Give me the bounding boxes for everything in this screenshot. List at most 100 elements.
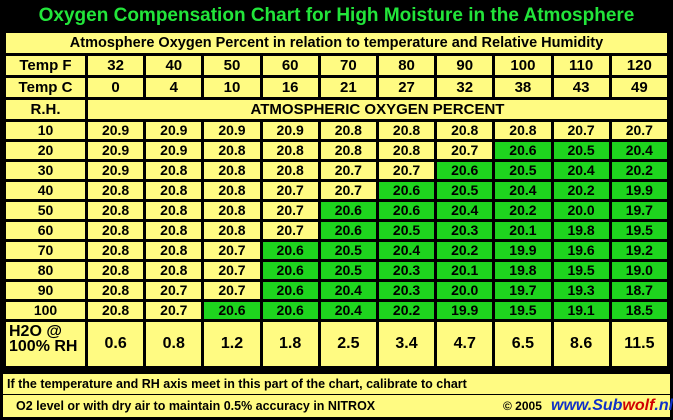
- oxygen-cell: 20.9: [146, 122, 202, 139]
- oxygen-cell: 20.2: [495, 202, 551, 219]
- rh-cell: 50: [6, 202, 85, 219]
- chart-title: Oxygen Compensation Chart for High Moist…: [38, 5, 635, 26]
- oxygen-cell: 20.3: [378, 262, 435, 279]
- temp-c-row: Temp C 0 4 10 16 21 27 32 38 43 49: [6, 78, 667, 97]
- oxygen-cell: 20.7: [262, 222, 318, 239]
- oxygen-cell: 19.8: [553, 222, 609, 239]
- rh-cell: 20: [6, 142, 85, 159]
- oxygen-cell: 20.4: [378, 242, 435, 259]
- oxygen-cell: 20.7: [204, 242, 260, 259]
- oxygen-cell: 19.7: [611, 202, 667, 219]
- oxygen-cell: 20.8: [437, 122, 493, 139]
- h2o-row: H2O @ 100% RH 0.6 0.8 1.2 1.8 2.5 3.4 4.7 6.5 8.6…: [6, 322, 667, 366]
- section-header-row: R.H. ATMOSPHERIC OXYGEN PERCENT: [6, 100, 667, 119]
- rh-cell: 10: [6, 122, 85, 139]
- oxygen-cell: 20.3: [378, 282, 435, 299]
- oxygen-cell: 20.8: [146, 242, 202, 259]
- temp-f-label: Temp F: [6, 56, 85, 75]
- oxygen-cell: 20.7: [378, 162, 435, 179]
- temp-c-cell: 27: [378, 78, 435, 97]
- subtitle-row: Atmosphere Oxygen Percent in relation to…: [6, 33, 667, 53]
- h2o-cell: 4.7: [437, 322, 493, 366]
- table-row: 20 20.9 20.9 20.8 20.8 20.8 20.8 20.7 20.6 20.5 20…: [6, 142, 667, 159]
- oxygen-cell: 20.7: [553, 122, 609, 139]
- brand-logo: www.Subwolf.nl: [551, 395, 673, 417]
- oxygen-cell: 20.6: [320, 202, 376, 219]
- temp-f-cell: 90: [437, 56, 493, 75]
- oxygen-cell: 20.6: [262, 282, 318, 299]
- temp-f-cell: 100: [495, 56, 551, 75]
- brand-sub: Sub: [592, 397, 623, 414]
- temp-c-cell: 32: [437, 78, 493, 97]
- table-row: 40 20.8 20.8 20.8 20.7 20.7 20.6 20.5 20.4 20.2 19…: [6, 182, 667, 199]
- oxygen-cell: 19.5: [611, 222, 667, 239]
- oxygen-cell: 20.4: [437, 202, 493, 219]
- oxygen-cell: 20.4: [495, 182, 551, 199]
- table-row: 10 20.9 20.9 20.9 20.9 20.8 20.8 20.8 20.8 20.7 20…: [6, 122, 667, 139]
- oxygen-cell: 20.6: [262, 262, 318, 279]
- subtitle: Atmosphere Oxygen Percent in relation to…: [6, 33, 667, 53]
- oxygen-cell: 20.5: [378, 222, 435, 239]
- oxygen-cell: 20.1: [437, 262, 493, 279]
- copyright: © 2005: [503, 399, 542, 413]
- oxygen-cell: 20.3: [437, 222, 493, 239]
- oxygen-cell: 20.1: [495, 222, 551, 239]
- oxygen-cell: 20.0: [553, 202, 609, 219]
- oxygen-cell: 19.2: [611, 242, 667, 259]
- oxygen-cell: 19.9: [611, 182, 667, 199]
- temp-f-cell: 80: [378, 56, 435, 75]
- h2o-label: H2O @ 100% RH: [6, 322, 85, 366]
- footer-bar: O2 level or with dry air to maintain 0.5…: [3, 395, 673, 417]
- rh-label: R.H.: [6, 100, 85, 119]
- oxygen-cell: 19.8: [495, 262, 551, 279]
- oxygen-cell: 20.4: [320, 302, 376, 319]
- oxygen-cell: 20.9: [146, 142, 202, 159]
- oxygen-cell: 20.7: [146, 302, 202, 319]
- table-row: 90 20.8 20.7 20.7 20.6 20.4 20.3 20.0 19.7 19.3 18…: [6, 282, 667, 299]
- temp-f-cell: 70: [320, 56, 376, 75]
- oxygen-cell: 20.6: [262, 302, 318, 319]
- oxygen-cell: 20.9: [88, 162, 144, 179]
- oxygen-cell: 20.6: [378, 182, 435, 199]
- oxygen-cell: 20.5: [495, 162, 551, 179]
- temp-f-cell: 120: [611, 56, 667, 75]
- oxygen-cell: 20.0: [437, 282, 493, 299]
- oxygen-cell: 20.8: [262, 142, 318, 159]
- table-row: 30 20.9 20.8 20.8 20.8 20.7 20.7 20.6 20.5 20.4 20…: [6, 162, 667, 179]
- table-row: 70 20.8 20.8 20.7 20.6 20.5 20.4 20.2 19.9 19.6 19…: [6, 242, 667, 259]
- temp-c-cell: 38: [495, 78, 551, 97]
- oxygen-cell: 20.8: [146, 162, 202, 179]
- oxygen-cell: 20.5: [553, 142, 609, 159]
- oxygen-cell: 20.8: [88, 182, 144, 199]
- oxygen-cell: 19.9: [437, 302, 493, 319]
- rh-cell: 100: [6, 302, 85, 319]
- oxygen-cell: 19.7: [495, 282, 551, 299]
- oxygen-cell: 20.8: [146, 202, 202, 219]
- oxygen-cell: 20.2: [553, 182, 609, 199]
- oxygen-cell: 20.5: [320, 242, 376, 259]
- h2o-cell: 6.5: [495, 322, 551, 366]
- oxygen-cell: 20.6: [495, 142, 551, 159]
- table-row: 100 20.8 20.7 20.6 20.6 20.4 20.2 19.9 19.5 19.1 1…: [6, 302, 667, 319]
- oxygen-cell: 20.7: [204, 262, 260, 279]
- rh-cell: 40: [6, 182, 85, 199]
- oxygen-cell: 20.6: [378, 202, 435, 219]
- brand-wolf: wolf: [622, 397, 655, 414]
- temp-c-cell: 4: [146, 78, 202, 97]
- h2o-cell: 1.2: [204, 322, 260, 366]
- oxygen-cell: 20.8: [204, 222, 260, 239]
- h2o-cell: 11.5: [611, 322, 667, 366]
- oxygen-cell: 20.7: [146, 282, 202, 299]
- oxygen-cell: 20.4: [553, 162, 609, 179]
- footer-note-line2: O2 level or with dry air to maintain 0.5…: [16, 399, 376, 413]
- oxygen-cell: 20.8: [378, 142, 435, 159]
- oxygen-cell: 20.7: [320, 182, 376, 199]
- oxygen-cell: 20.7: [437, 142, 493, 159]
- oxygen-cell: 20.6: [262, 242, 318, 259]
- oxygen-cell: 20.2: [437, 242, 493, 259]
- oxygen-cell: 20.2: [378, 302, 435, 319]
- oxygen-cell: 19.1: [553, 302, 609, 319]
- oxygen-cell: 20.8: [320, 142, 376, 159]
- temp-c-cell: 43: [553, 78, 609, 97]
- rh-cell: 60: [6, 222, 85, 239]
